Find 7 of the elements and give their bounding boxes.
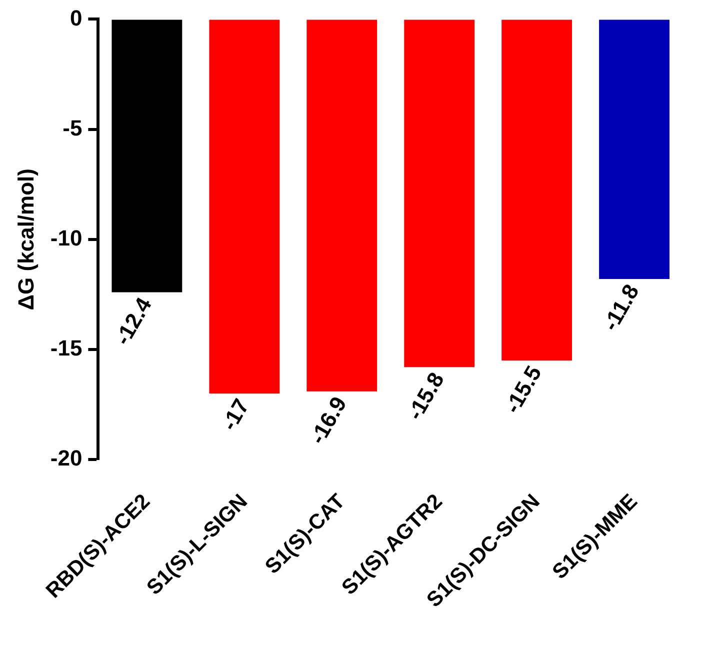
y-tick-label: -15 (50, 336, 82, 361)
y-tick-label: -5 (62, 115, 82, 140)
y-tick-label: -20 (50, 446, 82, 471)
y-tick-label: -10 (50, 225, 82, 250)
data-label: -17 (216, 394, 254, 435)
y-tick-label: 0 (70, 5, 82, 30)
y-axis-title: ΔG (kcal/mol) (13, 168, 38, 310)
